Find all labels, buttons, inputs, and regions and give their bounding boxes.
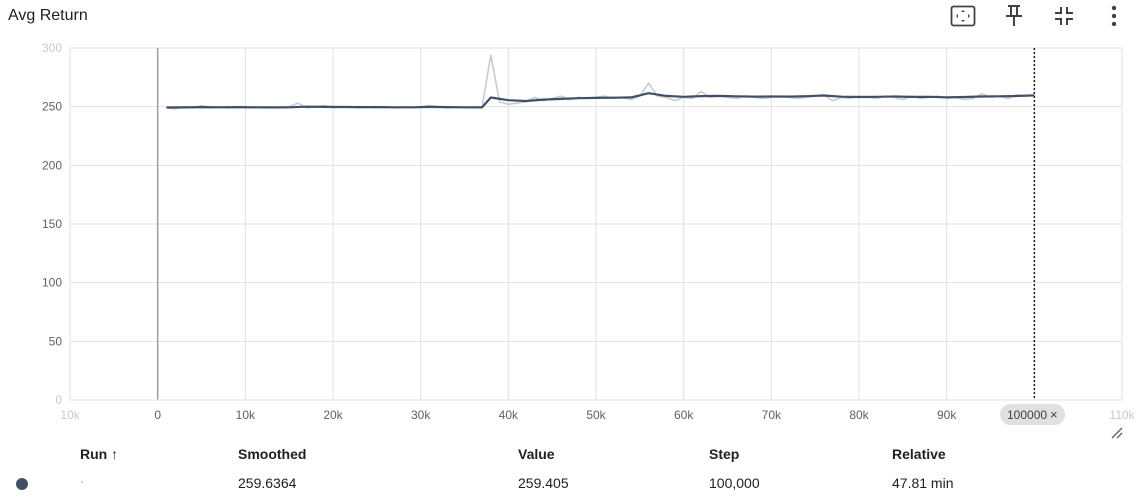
collapse-icon — [1055, 7, 1073, 25]
y-tick-label: 0 — [55, 393, 62, 407]
x-tick-label: 10k — [236, 408, 256, 422]
fit-domain-icon — [950, 5, 976, 27]
column-header-relative[interactable]: Relative — [892, 446, 946, 462]
y-tick-label: 100 — [42, 276, 62, 290]
y-tick-label: 150 — [42, 217, 62, 231]
pin-button[interactable] — [1001, 3, 1027, 29]
column-header-smoothed[interactable]: Smoothed — [238, 446, 307, 462]
more-options-button[interactable] — [1101, 3, 1127, 29]
smoothed-series-line — [166, 92, 1035, 109]
fit-domain-button[interactable] — [950, 3, 976, 29]
x-tick-label: 60k — [674, 408, 694, 422]
smoothed-value-cell: 259.6364 — [238, 475, 297, 491]
x-tick-label: 80k — [849, 408, 869, 422]
step-chip-label: 100000 — [1007, 407, 1048, 422]
x-tick-label: 110k — [1109, 408, 1135, 422]
chart-card-title: Avg Return — [8, 7, 88, 24]
column-header-run[interactable]: Run ↑ — [80, 446, 119, 462]
resize-handle-icon[interactable] — [1110, 426, 1124, 440]
step-value-cell: 100,000 — [709, 475, 760, 491]
x-tick-label: 30k — [411, 408, 431, 422]
y-tick-label: 250 — [42, 100, 62, 114]
x-tick-label: 90k — [937, 408, 957, 422]
relative-time-cell: 47.81 min — [892, 475, 954, 491]
y-tick-label: 300 — [42, 41, 62, 55]
raw-value-cell: 259.405 — [518, 475, 569, 491]
y-tick-label: 200 — [42, 158, 62, 172]
x-tick-label: 50k — [586, 408, 606, 422]
collapse-button[interactable] — [1051, 3, 1077, 29]
close-icon[interactable]: × — [1050, 407, 1058, 422]
column-header-value[interactable]: Value — [518, 446, 555, 462]
x-tick-label: 40k — [499, 408, 519, 422]
raw-series-line — [166, 54, 1035, 110]
x-tick-label: 10k — [60, 408, 80, 422]
x-tick-label: 20k — [323, 408, 343, 422]
run-name-cell: . — [80, 470, 84, 486]
step-cursor-chip[interactable]: 100000 × — [1000, 404, 1065, 425]
y-tick-label: 50 — [49, 334, 63, 348]
column-header-step[interactable]: Step — [709, 446, 740, 462]
run-color-dot — [16, 478, 28, 490]
pin-icon — [1006, 5, 1022, 26]
x-tick-label: 70k — [762, 408, 782, 422]
x-tick-label: 0 — [154, 408, 161, 422]
more-vert-icon — [1111, 5, 1117, 27]
